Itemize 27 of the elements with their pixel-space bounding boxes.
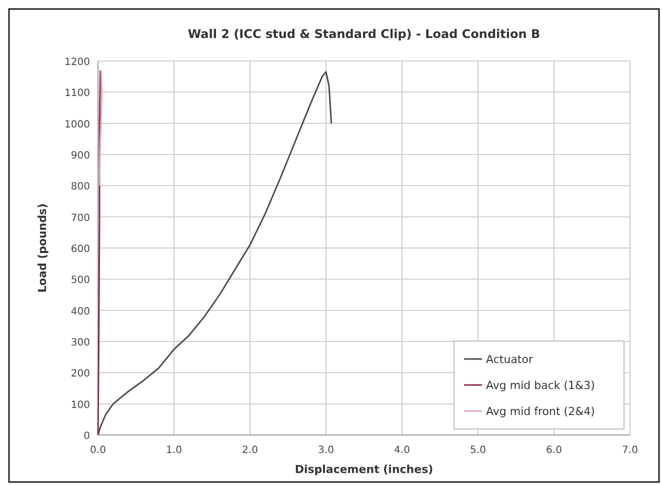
x-axis-title: Displacement (inches) bbox=[294, 463, 434, 476]
y-tick-label: 600 bbox=[70, 244, 90, 255]
y-tick-label: 0 bbox=[84, 431, 90, 442]
x-tick-label: 2.0 bbox=[242, 445, 258, 456]
chart-title: Wall 2 (ICC stud & Standard Clip) - Load Condition B bbox=[188, 27, 540, 41]
x-tick-label: 0.0 bbox=[90, 445, 106, 456]
y-tick-label: 1100 bbox=[64, 88, 90, 100]
y-tick-label: 200 bbox=[70, 368, 90, 380]
y-tick-label: 800 bbox=[70, 182, 90, 193]
legend-label: Avg mid back (1&3) bbox=[486, 379, 595, 392]
x-tick-label: 3.0 bbox=[318, 445, 334, 456]
y-tick-label: 1000 bbox=[64, 119, 90, 130]
x-tick-label: 7.0 bbox=[622, 445, 638, 456]
legend-label: Actuator bbox=[486, 353, 534, 366]
x-tick-label: 5.0 bbox=[470, 445, 486, 456]
y-tick-label: 300 bbox=[70, 338, 90, 348]
y-tick-label: 900 bbox=[70, 150, 90, 162]
y-tick-label: 100 bbox=[70, 400, 90, 411]
y-tick-label: 400 bbox=[70, 306, 90, 318]
y-tick-label: 700 bbox=[70, 212, 90, 224]
x-tick-label: 1.0 bbox=[166, 445, 182, 456]
legend-label: Avg mid front (2&4) bbox=[486, 405, 595, 418]
y-axis-title: Load (pounds) bbox=[36, 203, 49, 293]
x-tick-label: 6.0 bbox=[546, 445, 562, 456]
x-tick-label: 4.0 bbox=[394, 445, 410, 456]
y-tick-label: 500 bbox=[70, 275, 90, 286]
y-tick-label: 1200 bbox=[64, 57, 90, 68]
